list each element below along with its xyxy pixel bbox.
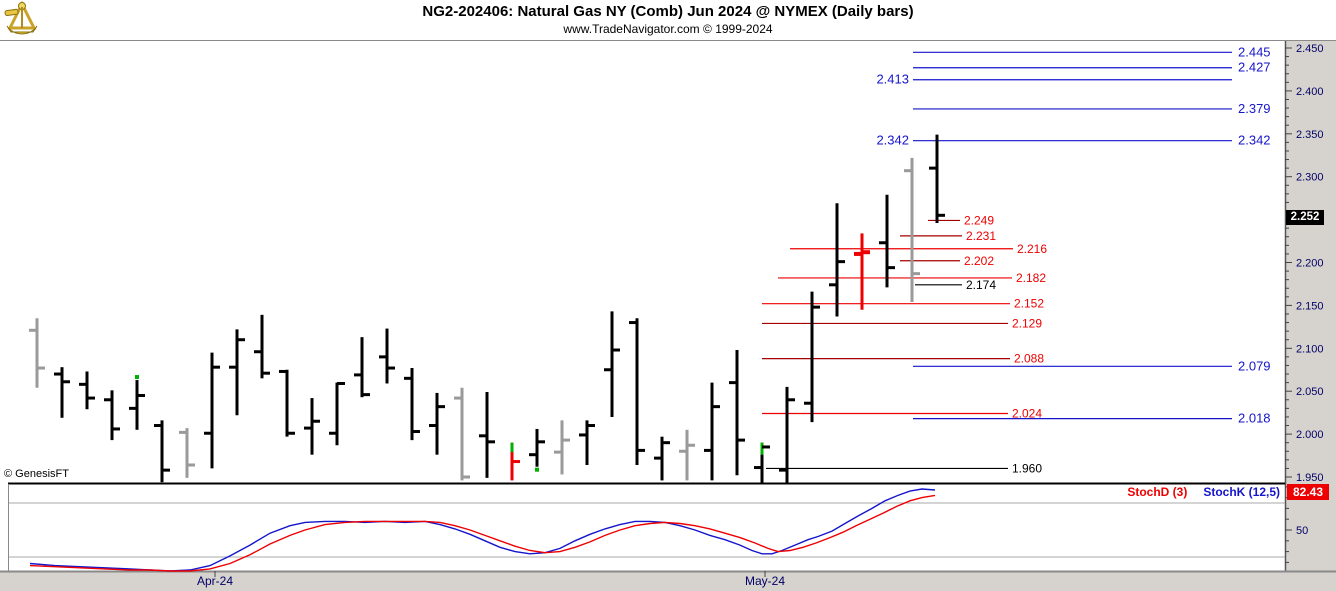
page-title: NG2-202406: Natural Gas NY (Comb) Jun 20… <box>422 3 914 20</box>
red-level-label: 2.129 <box>1012 316 1042 330</box>
stochastic-legend: StochD (3) StochK (12,5) <box>1000 485 1280 499</box>
blue-level-label-right: 2.342 <box>1238 133 1271 148</box>
blue-level-label-left: 2.342 <box>876 133 909 148</box>
red-level-label: 2.152 <box>1014 297 1044 311</box>
price-axis-label: 2.150 <box>1296 300 1324 312</box>
red-level-label: 2.182 <box>1016 271 1046 285</box>
price-axis-label: 1.950 <box>1296 472 1324 484</box>
price-axis-label: 2.200 <box>1296 258 1324 270</box>
red-level-label: 2.216 <box>1017 242 1047 256</box>
red-level-label: 2.088 <box>1014 352 1044 366</box>
black-level-label: 1.960 <box>1012 461 1042 475</box>
signal-green-dot <box>535 467 539 472</box>
stochd-legend-label: StochD (3) <box>1127 485 1188 499</box>
red-level-label: 2.024 <box>1012 407 1042 421</box>
blue-level-label-right: 2.379 <box>1238 101 1271 116</box>
stochastic-value-badge: 82.43 <box>1287 484 1329 500</box>
black-level-label: 2.174 <box>966 278 996 292</box>
signal-green-dot <box>135 375 139 380</box>
last-price-badge: 2.252 <box>1286 210 1324 225</box>
stochk-line <box>29 488 936 572</box>
blue-level-label-right: 2.079 <box>1238 358 1271 373</box>
price-axis-label: 2.000 <box>1296 429 1324 441</box>
genesisft-watermark: © GenesisFT <box>4 468 69 480</box>
blue-level-label-right: 2.018 <box>1238 411 1271 426</box>
stoch-axis-label: 50 <box>1296 525 1308 537</box>
chart-subtitle: www.TradeNavigator.com © 1999-2024 <box>563 22 773 36</box>
price-axis-strip <box>1285 41 1336 572</box>
genesisft-logo-icon <box>4 1 38 35</box>
x-axis-label-may: May-24 <box>744 574 785 588</box>
x-axis-label-apr: Apr-24 <box>196 574 234 588</box>
date-axis-band <box>0 572 1336 591</box>
red-level-label: 2.249 <box>964 213 994 227</box>
stochd-line <box>29 494 936 572</box>
red-level-label: 2.202 <box>964 254 994 268</box>
price-axis-label: 2.100 <box>1296 343 1324 355</box>
price-axis-label: 2.350 <box>1296 129 1324 141</box>
price-axis-label: 2.300 <box>1296 172 1324 184</box>
red-level-label: 2.231 <box>966 229 996 243</box>
price-axis-label: 2.400 <box>1296 86 1324 98</box>
blue-level-label-right: 2.427 <box>1238 60 1271 75</box>
blue-level-label-right: 2.445 <box>1238 44 1271 59</box>
price-axis-label: 2.050 <box>1296 386 1324 398</box>
chart-header: NG2-202406: Natural Gas NY (Comb) Jun 20… <box>0 0 1336 41</box>
blue-level-label-left: 2.413 <box>876 72 909 87</box>
price-axis-label: 2.450 <box>1296 43 1324 55</box>
stochk-legend-label: StochK (12,5) <box>1203 485 1280 499</box>
